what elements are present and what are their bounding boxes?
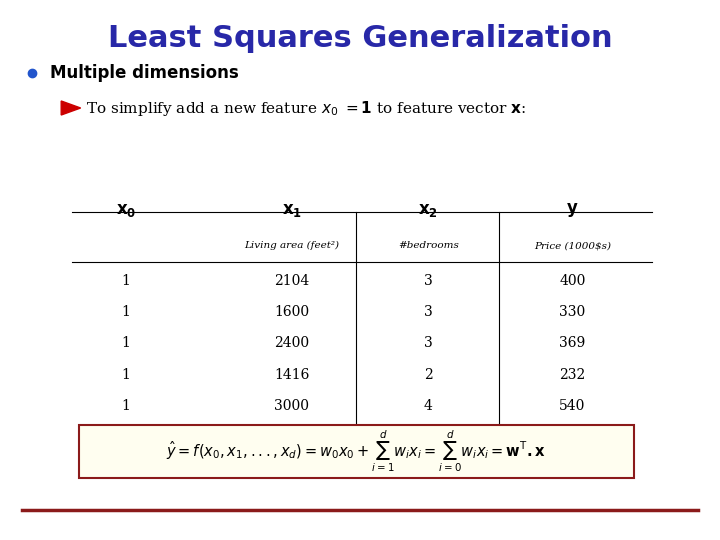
Text: Multiple dimensions: Multiple dimensions: [50, 64, 239, 82]
Text: 330: 330: [559, 305, 585, 319]
Text: 2104: 2104: [274, 274, 309, 288]
Text: ⋮: ⋮: [122, 430, 130, 444]
Text: 3: 3: [424, 274, 433, 288]
Text: 1: 1: [122, 399, 130, 413]
Text: 2400: 2400: [274, 336, 309, 350]
Text: 1: 1: [122, 274, 130, 288]
Text: To simplify add a new feature $x_0$ $=\mathbf{1}$ to feature vector $\mathbf{x}$: To simplify add a new feature $x_0$ $=\m…: [86, 98, 527, 118]
Text: 1: 1: [122, 305, 130, 319]
Text: ⋮: ⋮: [424, 430, 433, 444]
Text: 1: 1: [122, 368, 130, 382]
Text: 3: 3: [424, 305, 433, 319]
Text: $\hat{y} = f(x_0, x_1,...,x_d) = w_0 x_0 + \sum_{i=1}^{d} w_i x_i = \sum_{i=0}^{: $\hat{y} = f(x_0, x_1,...,x_d) = w_0 x_0…: [166, 429, 546, 474]
FancyBboxPatch shape: [79, 425, 634, 478]
Text: ⋮: ⋮: [287, 430, 296, 444]
Text: 1600: 1600: [274, 305, 309, 319]
Text: $\mathbf{y}$: $\mathbf{y}$: [566, 201, 579, 219]
Text: 1: 1: [122, 336, 130, 350]
Text: #bedrooms: #bedrooms: [398, 241, 459, 250]
Text: 3000: 3000: [274, 399, 309, 413]
Text: 232: 232: [559, 368, 585, 382]
Text: $\mathbf{x_0}$: $\mathbf{x_0}$: [116, 201, 136, 219]
Text: $\mathbf{x_1}$: $\mathbf{x_1}$: [282, 201, 302, 219]
Text: 369: 369: [559, 336, 585, 350]
Polygon shape: [61, 101, 81, 115]
Text: Price (1000$s): Price (1000$s): [534, 241, 611, 250]
Text: ⋮: ⋮: [568, 430, 577, 444]
Text: 1416: 1416: [274, 368, 310, 382]
Text: 2: 2: [424, 368, 433, 382]
Text: 400: 400: [559, 274, 585, 288]
Text: 4: 4: [424, 399, 433, 413]
Text: 540: 540: [559, 399, 585, 413]
Text: Least Squares Generalization: Least Squares Generalization: [108, 24, 612, 53]
Text: 3: 3: [424, 336, 433, 350]
Text: $\mathbf{x_2}$: $\mathbf{x_2}$: [418, 201, 438, 219]
Text: Living area (feet²): Living area (feet²): [244, 241, 339, 250]
